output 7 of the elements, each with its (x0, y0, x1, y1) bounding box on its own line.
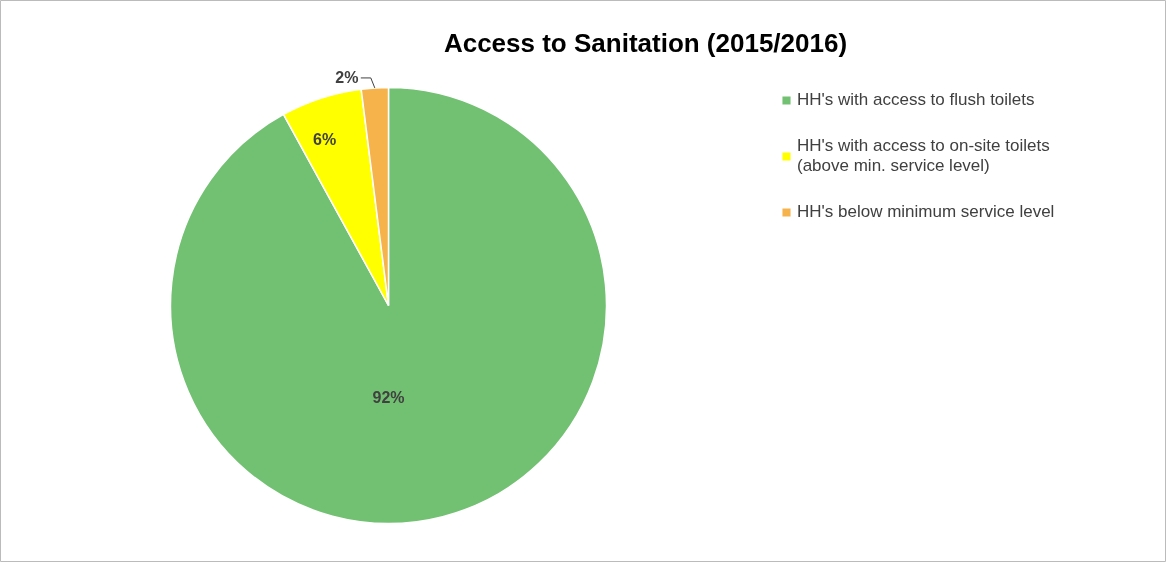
data-label: 2% (335, 69, 359, 87)
legend-label: HH's below minimum service level (797, 202, 1055, 222)
legend-label: HH's with access to flush toilets (797, 90, 1035, 110)
data-label: 6% (313, 131, 337, 149)
legend-label: HH's with access to on-site toilets (above min. service level) (797, 136, 1050, 176)
data-label: 92% (372, 388, 405, 406)
chart-title: Access to Sanitation (2015/2016) (443, 27, 848, 58)
